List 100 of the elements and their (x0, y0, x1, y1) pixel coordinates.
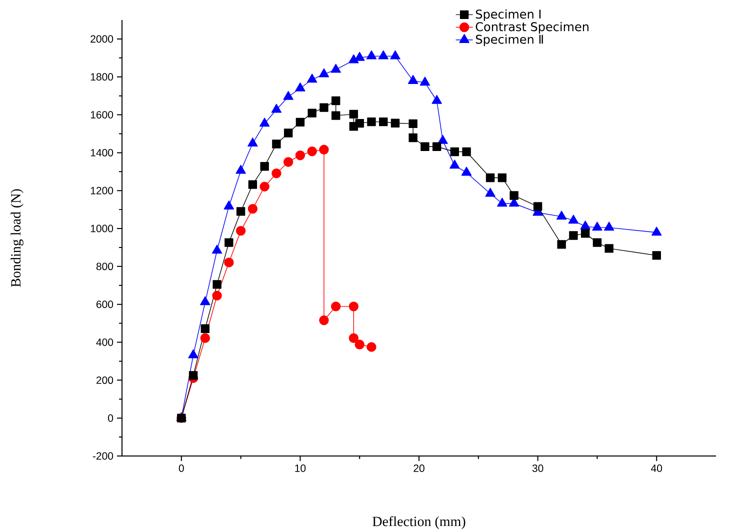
point (408, 119, 418, 128)
point (652, 250, 661, 260)
point (349, 110, 358, 118)
point (604, 222, 614, 230)
point (580, 228, 590, 238)
point (295, 150, 306, 160)
point (348, 54, 359, 64)
point (604, 244, 614, 253)
point (188, 370, 198, 380)
y-tick-label: 1400 (90, 148, 114, 156)
point (224, 238, 234, 247)
point (569, 231, 578, 240)
x-tick-label: 20 (414, 464, 424, 472)
y-axis-title: Bonding load (N) (10, 189, 24, 287)
point (248, 137, 258, 146)
y-tick-label: 0 (108, 414, 114, 422)
y-tick-label: 400 (96, 338, 114, 346)
point (390, 50, 400, 60)
point (378, 50, 388, 60)
y-tick-label: 1800 (90, 72, 114, 80)
point (568, 214, 579, 224)
x-tick-label: 0 (178, 464, 184, 472)
point (432, 142, 442, 151)
point (260, 182, 270, 192)
point (366, 50, 377, 60)
point (461, 166, 472, 176)
point (556, 210, 567, 220)
point (354, 340, 364, 350)
point (367, 117, 376, 126)
point (272, 139, 281, 148)
point (236, 206, 246, 216)
point (432, 94, 442, 104)
point (200, 324, 210, 333)
point (319, 144, 329, 154)
point (331, 96, 340, 105)
point (408, 133, 418, 142)
point (348, 301, 359, 312)
point (510, 191, 518, 200)
y-tick-label: 1000 (90, 224, 114, 232)
point (212, 290, 222, 300)
point (497, 197, 508, 206)
point (533, 202, 542, 211)
point (330, 64, 341, 73)
point (420, 142, 430, 151)
point (319, 315, 329, 325)
point (212, 280, 222, 289)
point (450, 160, 460, 169)
legend-label: Contrast Specimen (476, 22, 588, 34)
point (366, 342, 376, 352)
point (284, 128, 293, 138)
point (498, 173, 507, 182)
point (462, 147, 471, 156)
point (200, 296, 210, 305)
x-tick-label: 40 (650, 464, 662, 472)
y-tick-label: -200 (92, 452, 114, 460)
point (307, 146, 317, 156)
point (200, 333, 210, 343)
point (438, 134, 448, 144)
point (236, 164, 246, 174)
point (592, 238, 602, 247)
point (486, 173, 495, 182)
point (580, 220, 590, 230)
point (355, 118, 364, 128)
point (379, 117, 388, 126)
y-tick-label: 600 (96, 300, 114, 308)
point (485, 188, 496, 197)
point (348, 333, 359, 343)
point (318, 68, 330, 78)
point (306, 74, 318, 82)
y-tick-label: 1200 (90, 186, 114, 194)
point (651, 226, 662, 236)
point (248, 204, 258, 214)
point (224, 200, 234, 210)
point (272, 168, 282, 178)
point (296, 118, 305, 126)
point (188, 349, 198, 358)
point (592, 222, 602, 230)
point (295, 82, 306, 92)
legend-label: Specimen Ⅱ (476, 34, 543, 46)
point (236, 226, 246, 236)
y-tick-label: 2000 (90, 35, 114, 43)
point (320, 103, 328, 112)
y-tick-label: 200 (96, 376, 114, 384)
point (259, 117, 270, 126)
point (308, 108, 316, 118)
point (248, 180, 258, 189)
point (557, 240, 566, 249)
x-axis-title: Deflection (mm) (372, 516, 466, 529)
point (212, 244, 222, 254)
point (283, 156, 294, 167)
point (283, 90, 294, 100)
x-tick-label: 10 (295, 464, 306, 472)
point (331, 111, 340, 120)
point (450, 147, 459, 156)
point (390, 118, 400, 128)
point (271, 104, 282, 113)
y-tick-label: 1600 (90, 110, 114, 118)
point (224, 257, 234, 268)
legend-label: Specimen Ⅰ (476, 9, 541, 21)
point (260, 162, 269, 171)
